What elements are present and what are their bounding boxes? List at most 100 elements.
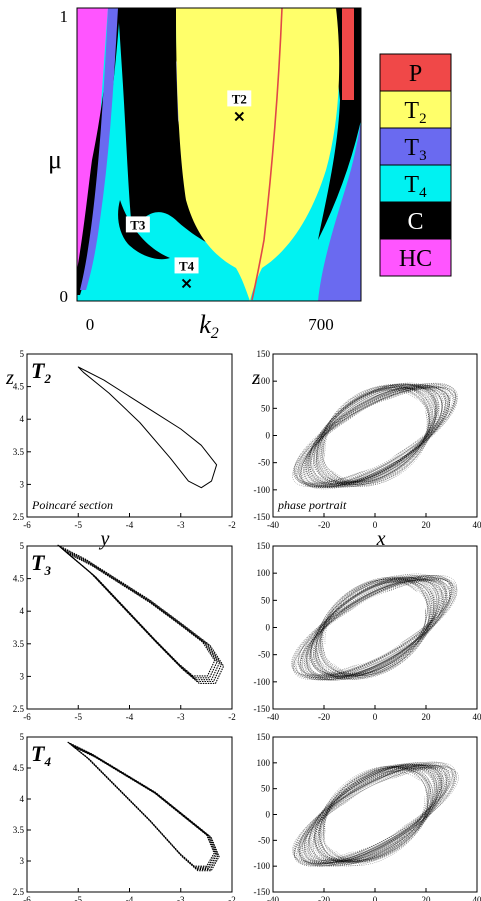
x-tick-label: -4 xyxy=(126,712,134,722)
y-tick-label: 50 xyxy=(261,595,271,605)
marker-cross xyxy=(234,111,244,122)
y-tick-label: -50 xyxy=(258,835,270,845)
x-tick-label: -20 xyxy=(318,895,330,901)
phase-orbit xyxy=(315,580,436,680)
y-tick-label: -100 xyxy=(254,861,271,871)
map-xlabel-main: k xyxy=(199,310,211,339)
marker-cross xyxy=(181,278,192,289)
y-tick-label: 2.5 xyxy=(13,887,25,897)
phase-orbit xyxy=(291,575,457,676)
x-tick-label: -6 xyxy=(23,712,31,722)
phase-orbit xyxy=(321,387,436,485)
x-tick-label: -5 xyxy=(75,520,83,530)
subplot-frame xyxy=(26,736,233,893)
phase-orbit xyxy=(308,384,437,485)
phase-orbit xyxy=(324,578,432,676)
phase-orbit xyxy=(317,580,437,679)
phase-orbit xyxy=(318,384,436,483)
y-tick-label: -50 xyxy=(258,650,270,660)
phase-orbit xyxy=(309,767,443,866)
subplot-frame xyxy=(26,353,233,518)
x-tick-label: 0 xyxy=(373,712,378,722)
x-tick-label: -6 xyxy=(23,895,31,901)
phase-orbit xyxy=(314,765,438,863)
y-tick-label: -50 xyxy=(258,458,270,468)
phase-orbit xyxy=(313,579,435,678)
phase-orbit xyxy=(299,579,451,681)
phase-orbit xyxy=(314,766,429,863)
x-tick-label: -3 xyxy=(177,895,185,901)
legend-label-main: T xyxy=(404,135,419,161)
y-tick-label: -100 xyxy=(254,677,271,687)
y-tick-label: 4.5 xyxy=(13,763,25,773)
phase-orbit xyxy=(310,577,439,678)
map-region-t3-right xyxy=(318,120,361,301)
phase-orbit xyxy=(309,762,441,861)
phase-orbit xyxy=(313,577,440,678)
phase-orbit xyxy=(314,386,431,485)
marker-label-box xyxy=(174,257,199,274)
y-tick-label: 5 xyxy=(20,349,25,359)
phase-orbit xyxy=(311,385,437,485)
phase-orbit xyxy=(312,766,443,864)
y-tick-label: 4 xyxy=(20,606,25,616)
legend-label-t3: T3 xyxy=(404,135,426,164)
subplot-6: -40 -20 0 20 40 -150 -100 -50 0 50 100 150 xyxy=(254,732,481,901)
legend-label-main: T xyxy=(404,98,419,124)
phase-orbit xyxy=(300,767,449,867)
panel-label: T3 xyxy=(31,550,51,578)
panel-label-sub: 2 xyxy=(43,371,51,386)
phase-orbit xyxy=(300,577,454,678)
x-tick-label: -40 xyxy=(267,520,279,530)
y-tick-label: 100 xyxy=(257,568,271,578)
phase-orbit xyxy=(316,581,433,680)
y-tick-label: 3 xyxy=(20,671,25,681)
y-axis-label: z xyxy=(251,367,260,389)
phase-orbit xyxy=(321,384,430,482)
panel-annotation: phase portrait xyxy=(277,498,347,512)
map-ytick-top: 1 xyxy=(60,7,69,26)
phase-orbit xyxy=(304,579,451,680)
phase-orbit xyxy=(305,767,447,866)
y-tick-label: 5 xyxy=(20,732,25,742)
phase-orbit xyxy=(307,765,444,864)
phase-orbit xyxy=(294,766,459,866)
legend-label-main: HC xyxy=(399,246,432,272)
subplot-3-curve xyxy=(57,544,225,684)
x-tick-label: 40 xyxy=(473,712,481,722)
x-tick-label: -2 xyxy=(228,712,236,722)
phase-orbit xyxy=(320,767,434,863)
x-tick-label: -2 xyxy=(228,895,236,901)
phase-orbit xyxy=(324,389,430,486)
phase-orbit xyxy=(318,576,435,675)
phase-orbit xyxy=(322,768,432,864)
phase-orbit xyxy=(308,764,439,863)
y-tick-label: 100 xyxy=(257,758,271,768)
phase-orbit xyxy=(306,762,443,861)
phase-orbit xyxy=(322,580,430,678)
phase-orbit xyxy=(292,386,457,488)
phase-orbit xyxy=(308,385,438,485)
torus-ring xyxy=(71,744,216,868)
phase-orbit xyxy=(294,764,456,864)
x-tick-label: -2 xyxy=(228,520,236,530)
phase-orbit xyxy=(300,579,446,680)
legend-swatch-c xyxy=(379,201,452,240)
y-tick-label: 150 xyxy=(257,541,271,551)
phase-orbit xyxy=(293,578,458,679)
phase-orbit xyxy=(302,765,443,864)
panel-label: T2 xyxy=(31,358,51,386)
phase-orbit xyxy=(299,767,454,867)
phase-orbit xyxy=(298,385,451,486)
phase-orbit xyxy=(301,767,447,866)
map-marker-t3: T3 xyxy=(125,216,150,248)
phase-orbit xyxy=(318,577,433,675)
phase-orbit xyxy=(306,578,439,679)
y-tick-label: -150 xyxy=(254,887,271,897)
phase-orbit xyxy=(311,577,438,677)
x-tick-label: 0 xyxy=(373,895,378,901)
x-axis-label: x xyxy=(376,528,386,550)
phase-orbit xyxy=(298,385,446,486)
legend-label-p: P xyxy=(409,61,422,87)
